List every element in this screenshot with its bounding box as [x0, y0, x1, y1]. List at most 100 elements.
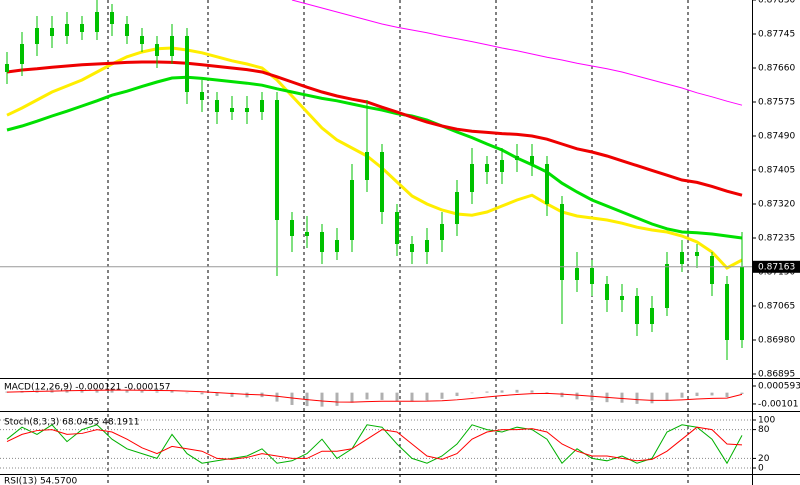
y-tick-label: 0.000593 — [758, 382, 800, 392]
candle-body — [680, 252, 684, 264]
candle-body — [65, 24, 69, 36]
candle-body — [35, 28, 39, 44]
y-tick-label: 0.87745 — [758, 30, 795, 40]
candle-body — [575, 268, 579, 280]
indicator-line — [6, 60, 743, 197]
y-tick-label: -0.00101 — [758, 399, 798, 409]
candle-body — [500, 160, 504, 172]
histogram-bar — [650, 392, 654, 404]
y-tick-label: 0.86895 — [758, 370, 795, 380]
histogram-bar — [470, 392, 474, 394]
histogram-bar — [80, 389, 84, 393]
histogram-bar — [365, 392, 369, 400]
candle-body — [605, 284, 609, 300]
candle-body — [425, 240, 429, 252]
histogram-bar — [230, 392, 234, 397]
histogram-bar — [740, 392, 744, 395]
candle-body — [665, 264, 669, 308]
candle-body — [365, 152, 369, 180]
histogram-bar — [65, 389, 69, 393]
candle-body — [350, 180, 354, 240]
candle-body — [635, 296, 639, 324]
histogram-bar — [725, 392, 729, 398]
histogram-bar — [200, 392, 204, 395]
histogram-bar — [620, 392, 624, 403]
indicator-line — [6, 75, 743, 240]
histogram-bar — [350, 392, 354, 403]
histogram-bar — [245, 392, 249, 398]
candle-body — [185, 36, 189, 92]
histogram-bar — [275, 392, 279, 402]
candle-body — [200, 92, 204, 100]
candle-body — [410, 244, 414, 252]
indicator-line — [291, 0, 743, 106]
candle-body — [395, 212, 399, 244]
candle-body — [545, 164, 549, 204]
histogram-bar — [560, 392, 564, 398]
histogram-bar — [320, 392, 324, 407]
histogram-bar — [95, 389, 99, 393]
panel-title: Stoch(8,3,3) 68.0455 48.1911 — [4, 418, 139, 428]
candle-body — [515, 156, 519, 160]
histogram-bar — [410, 392, 414, 402]
candle-body — [170, 36, 174, 56]
candle-body — [560, 204, 564, 280]
histogram-bar — [500, 390, 504, 393]
candle-body — [485, 164, 489, 172]
y-tick-label: 100 — [758, 416, 775, 426]
candle-body — [695, 252, 699, 256]
candle-body — [275, 100, 279, 220]
y-tick-label: 0.87405 — [758, 166, 795, 176]
candle-body — [5, 64, 9, 72]
candle-body — [245, 108, 249, 112]
histogram-bar — [695, 392, 699, 397]
histogram-bar — [170, 390, 174, 393]
histogram-bar — [185, 392, 189, 394]
candle-body — [125, 24, 129, 36]
histogram-bar — [290, 392, 294, 405]
histogram-bar — [710, 392, 714, 396]
candle-body — [335, 240, 339, 252]
candle-body — [590, 268, 594, 284]
panel-title: RSI(13) 54.5700 — [4, 477, 77, 485]
candle-body — [80, 24, 84, 32]
histogram-bar — [485, 391, 489, 393]
last-price-box — [753, 260, 800, 273]
candle-body — [305, 232, 309, 236]
candle-body — [740, 266, 744, 340]
y-tick-label: 0 — [758, 464, 764, 474]
candle-body — [650, 308, 654, 324]
histogram-bar — [425, 392, 429, 401]
histogram-bar — [635, 392, 639, 404]
candle-body — [440, 224, 444, 240]
candle-body — [725, 284, 729, 340]
candle-body — [470, 164, 474, 192]
y-tick-label: 0.87575 — [758, 98, 795, 108]
candle-body — [140, 36, 144, 44]
histogram-bar — [380, 392, 384, 400]
histogram-bar — [440, 392, 444, 399]
histogram-bar — [575, 392, 579, 400]
candle-body — [710, 256, 714, 284]
histogram-bar — [110, 389, 114, 393]
y-tick-label: 0.87320 — [758, 200, 795, 210]
histogram-bar — [335, 392, 339, 406]
y-tick-label: 80 — [758, 425, 770, 435]
candle-body — [455, 192, 459, 224]
y-tick-label: 0.87830 — [758, 0, 795, 6]
candle-body — [215, 100, 219, 112]
panel-title: MACD(12,26,9) -0.000121 -0.000157 — [4, 383, 170, 393]
last-price-label: 0.87163 — [758, 262, 795, 272]
candle-body — [260, 100, 264, 112]
y-tick-label: 0.87490 — [758, 132, 795, 142]
candle-body — [290, 220, 294, 236]
histogram-bar — [395, 392, 399, 402]
histogram-bar — [125, 390, 129, 393]
candle-body — [380, 152, 384, 212]
histogram-bar — [665, 392, 669, 401]
candle-body — [110, 12, 114, 24]
time-grid — [107, 0, 689, 485]
histogram-bar — [140, 390, 144, 393]
candle-body — [50, 28, 54, 36]
